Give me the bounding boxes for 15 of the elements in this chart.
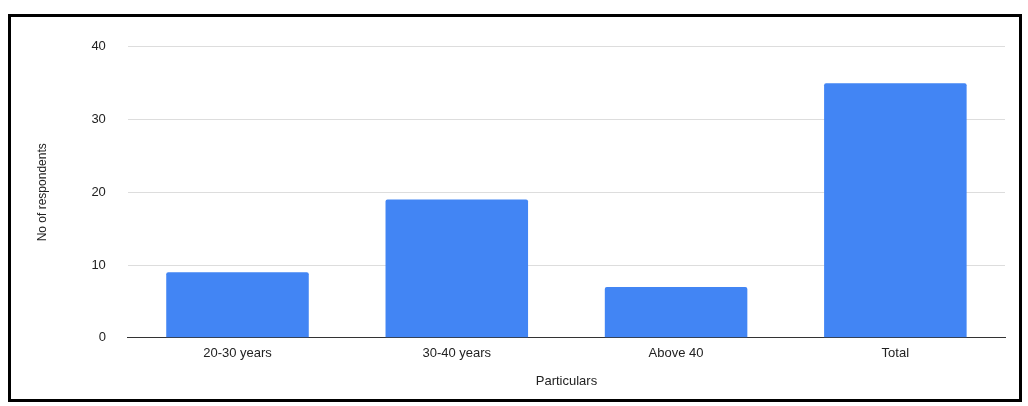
y-tick-label: 30 <box>91 111 106 127</box>
x-tick-label: 30-40 years <box>422 345 492 361</box>
x-tick-label: Above 40 <box>648 345 704 361</box>
x-axis-title: Particulars <box>535 372 598 388</box>
y-tick-label: 10 <box>91 256 106 272</box>
x-tick-label: Total <box>881 345 910 361</box>
y-axis-title: No of respondents <box>34 143 49 242</box>
x-tick-label: 20-30 years <box>203 345 273 361</box>
bar <box>385 199 529 338</box>
y-tick-label: 40 <box>91 38 106 54</box>
y-tick-label: 20 <box>91 183 106 199</box>
bar <box>824 83 967 338</box>
y-tick-label: 0 <box>98 329 106 345</box>
bar <box>604 286 748 338</box>
bar <box>166 272 309 338</box>
